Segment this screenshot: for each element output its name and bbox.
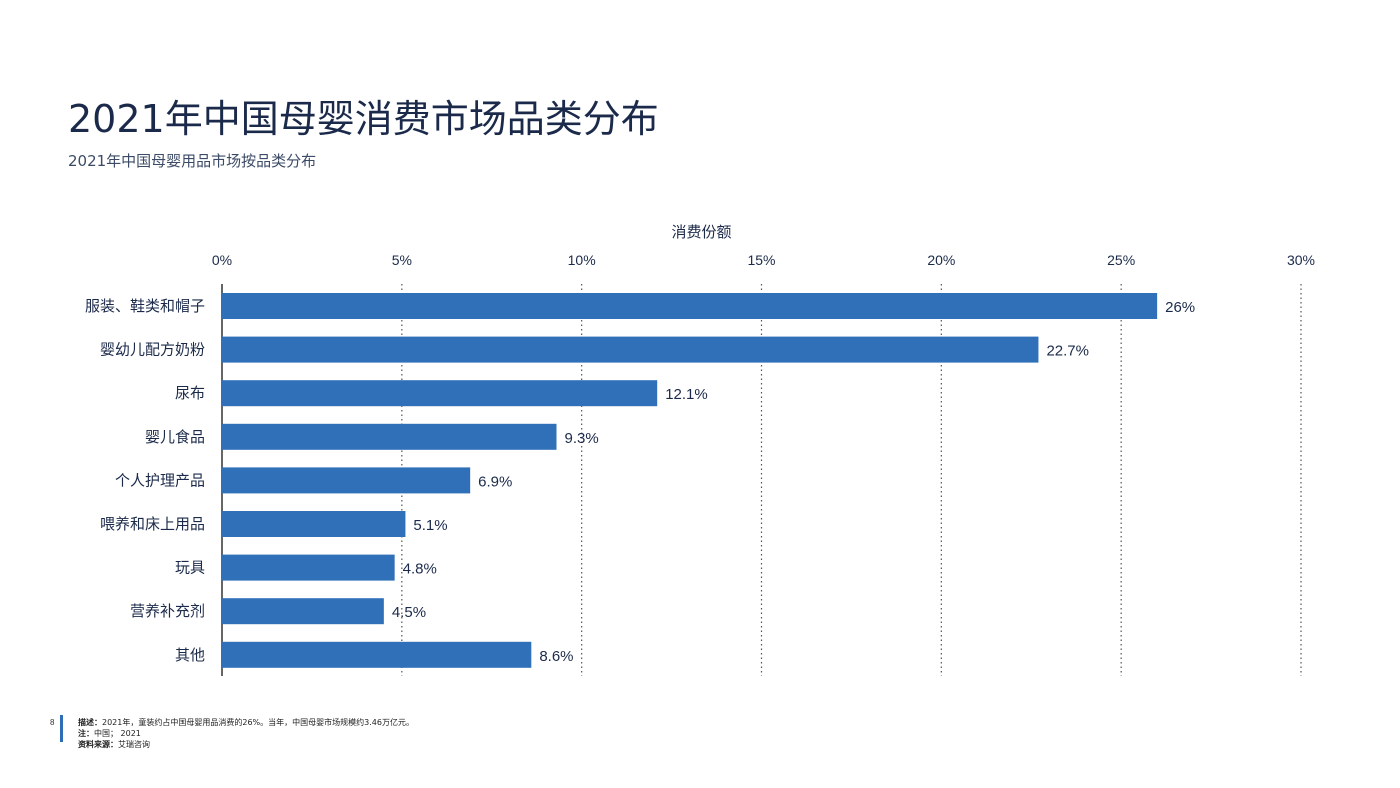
footer-desc-text: 2021年，童装约占中国母婴用品消费的26%。当年，中国母婴市场规模约3.46万… (102, 718, 414, 727)
bar (222, 336, 1039, 363)
bar (222, 423, 557, 450)
bar (222, 380, 658, 407)
data-label: 12.1% (665, 386, 708, 403)
x-tick-label: 15% (747, 252, 775, 268)
footer-source-label: 资料来源： (78, 740, 118, 749)
bar (222, 511, 406, 537)
footer-desc-label: 描述： (78, 718, 102, 727)
category-label: 服装、鞋类和帽子 (85, 297, 205, 315)
bar-chart: 消费份额 0% 5% 10% 15% 20% 25% 30% 服装、鞋类和帽子 26% 婴幼儿配方奶… (85, 223, 1315, 676)
category-label: 婴幼儿配方奶粉 (100, 341, 205, 359)
footer-description: 描述：2021年，童装约占中国母婴用品消费的26%。当年，中国母婴市场规模约3.… (78, 717, 418, 728)
data-label: 26% (1165, 299, 1195, 316)
bar (222, 554, 395, 581)
category-label: 尿布 (175, 384, 205, 402)
category-label: 婴儿食品 (145, 428, 205, 446)
x-tick-label: 10% (568, 252, 596, 268)
x-tick-label: 5% (392, 252, 412, 268)
footer-source-text: 艾瑞咨询 (118, 740, 150, 749)
data-label: 5.1% (413, 517, 447, 534)
x-tick-label: 0% (212, 252, 232, 268)
bar (222, 293, 1158, 319)
category-label: 其他 (175, 646, 205, 664)
data-label: 22.7% (1046, 343, 1089, 360)
x-tick-label: 25% (1107, 252, 1135, 268)
bar (222, 641, 532, 668)
data-label: 6.9% (478, 473, 512, 490)
bar (222, 467, 471, 494)
footer-source: 资料来源：艾瑞咨询 (78, 739, 418, 750)
x-axis-title: 消费份额 (671, 223, 731, 241)
footer-accent-bar (60, 715, 63, 742)
category-label: 个人护理产品 (115, 471, 205, 489)
page-subtitle: 2021年中国母婴用品市场按品类分布 (68, 152, 317, 170)
x-tick-label: 20% (927, 252, 955, 268)
category-label: 喂养和床上用品 (100, 515, 205, 533)
data-label: 4.5% (392, 604, 426, 621)
footer-note-text: 中国； 2021 (94, 729, 141, 738)
x-tick-label: 30% (1287, 252, 1315, 268)
footer-note-label: 注： (78, 729, 94, 738)
data-label: 9.3% (564, 430, 598, 447)
page-number: 8 (50, 718, 55, 727)
data-label: 4.8% (403, 561, 437, 578)
category-label: 营养补充剂 (130, 602, 205, 620)
footer-notes: 描述：2021年，童装约占中国母婴用品消费的26%。当年，中国母婴市场规模约3.… (78, 717, 418, 750)
data-label: 8.6% (539, 648, 573, 665)
footer-note: 注：中国； 2021 (78, 728, 418, 739)
page-title: 2021年中国母婴消费市场品类分布 (68, 97, 659, 141)
category-label: 玩具 (175, 559, 205, 577)
bar (222, 598, 384, 625)
